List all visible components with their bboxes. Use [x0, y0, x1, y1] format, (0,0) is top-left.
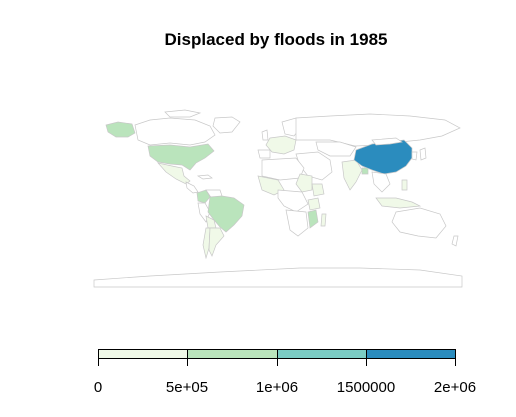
legend-tick [366, 359, 367, 366]
legend-bin-3 [277, 350, 367, 358]
region-sudan [295, 173, 313, 193]
region-canada [134, 117, 216, 146]
legend-tick [187, 359, 188, 366]
region-antarctica [93, 267, 463, 288]
region-southern-africa [285, 209, 309, 237]
legend-color-bar [98, 349, 456, 359]
region-central-africa [277, 189, 309, 213]
region-australia [391, 207, 447, 239]
legend-tick-label: 1500000 [336, 379, 396, 396]
region-ethiopia [311, 183, 325, 197]
region-new-zealand [451, 235, 459, 247]
legend-bin-1 [99, 350, 189, 358]
legend-bin-2 [188, 350, 278, 358]
region-russia [295, 113, 461, 147]
region-arctic-islands [164, 109, 202, 118]
region-colombia [196, 189, 211, 204]
region-alaska [105, 121, 136, 138]
region-bangladesh [361, 167, 369, 175]
legend-tick [277, 359, 278, 366]
legend-tick-label: 0 [93, 379, 103, 396]
region-central-europe [265, 135, 297, 155]
region-tanzania [307, 197, 321, 211]
region-indonesia [375, 197, 422, 209]
region-southeast-asia [371, 171, 391, 193]
world-map [93, 109, 463, 288]
region-north-africa [261, 157, 305, 181]
region-mozambique [307, 209, 319, 229]
chart-title: Displaced by floods in 1985 [164, 30, 388, 49]
region-uk [261, 129, 269, 141]
region-greenland [212, 116, 241, 134]
region-japan [419, 147, 427, 161]
legend-tick [455, 359, 456, 366]
region-argentina [208, 227, 225, 257]
region-chile [202, 227, 211, 260]
region-brazil [207, 195, 245, 233]
legend-bin-4 [366, 350, 455, 358]
legend-ticks [0, 359, 516, 367]
region-caribbean [196, 174, 213, 180]
region-india [341, 159, 363, 191]
region-mongolia [371, 137, 403, 146]
legend-tick-label: 5e+05 [165, 379, 209, 396]
region-mexico [157, 162, 191, 185]
region-central-america [185, 181, 199, 194]
region-philippines [401, 179, 408, 191]
legend-tick-label: 1e+06 [255, 379, 299, 396]
legend-tick-label: 2e+06 [433, 379, 477, 396]
region-korea [411, 151, 418, 161]
region-madagascar [320, 213, 327, 227]
region-iberia [257, 149, 271, 159]
region-kazakhstan [315, 141, 357, 157]
legend-tick [98, 359, 99, 366]
region-united-states [147, 143, 215, 171]
